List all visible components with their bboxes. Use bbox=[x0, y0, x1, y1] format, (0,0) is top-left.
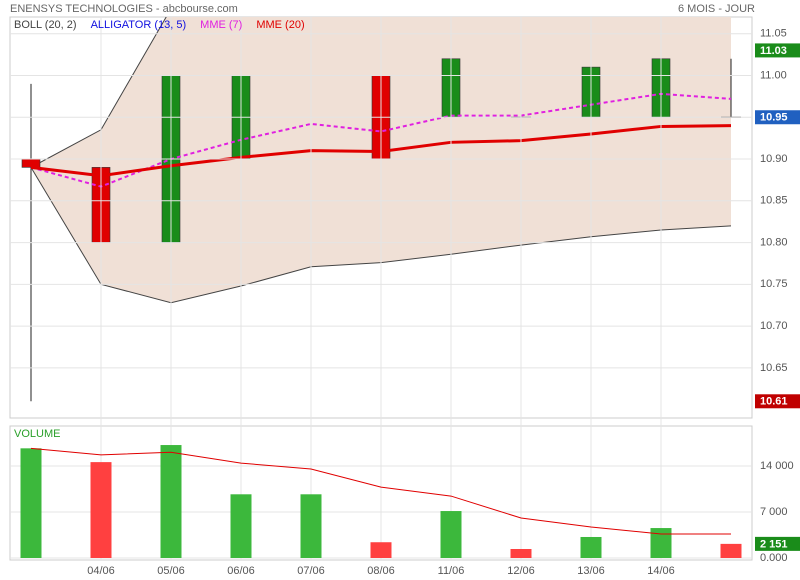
x-tick-label: 11/06 bbox=[438, 565, 465, 577]
y-tick-label: 11.00 bbox=[760, 69, 787, 81]
price-label: 11.03 bbox=[760, 45, 787, 57]
y-tick-label: 10.70 bbox=[760, 320, 788, 332]
last-volume-box bbox=[755, 536, 800, 551]
x-tick-label: 06/06 bbox=[227, 565, 255, 577]
price-label-box bbox=[755, 43, 800, 58]
bollinger-upper bbox=[30, 17, 167, 168]
y-tick-label: 10.80 bbox=[760, 236, 788, 248]
candle-body bbox=[21, 158, 41, 168]
legend-entry: MME (20) bbox=[256, 19, 304, 31]
volume-bar bbox=[90, 462, 112, 558]
volume-bar bbox=[370, 542, 392, 558]
volume-bar bbox=[440, 511, 462, 558]
last-volume-label: 2 151 bbox=[760, 538, 788, 550]
legend-entry: ALLIGATOR (13, 5) bbox=[91, 19, 187, 31]
volume-bar bbox=[720, 543, 742, 558]
volume-bar bbox=[300, 494, 322, 558]
price-label-box bbox=[755, 394, 800, 409]
x-tick-label: 12/06 bbox=[507, 565, 535, 577]
y-tick-label: 14 000 bbox=[760, 460, 794, 472]
x-tick-label: 04/06 bbox=[87, 565, 115, 577]
volume-bar bbox=[580, 536, 602, 558]
y-tick-label: 10.85 bbox=[760, 195, 788, 207]
y-tick-label: 11.05 bbox=[760, 28, 787, 40]
volume-bar bbox=[160, 445, 182, 558]
x-tick-label: 08/06 bbox=[367, 565, 395, 577]
y-tick-label: 0.000 bbox=[760, 552, 788, 564]
volume-bar bbox=[650, 528, 672, 558]
volume-bar bbox=[230, 494, 252, 558]
header-bar bbox=[0, 0, 800, 17]
y-tick-label: 10.75 bbox=[760, 278, 788, 290]
volume-bar bbox=[20, 448, 42, 558]
x-tick-label: 07/06 bbox=[297, 565, 325, 577]
volume-bar bbox=[510, 549, 532, 558]
price-label-box bbox=[755, 110, 800, 125]
legend-entry: MME (7) bbox=[200, 19, 242, 31]
x-tick-label: 05/06 bbox=[157, 565, 185, 577]
price-label: 10.61 bbox=[760, 396, 788, 408]
y-tick-label: 10.90 bbox=[760, 153, 788, 165]
x-tick-label: 14/06 bbox=[647, 565, 675, 577]
price-label: 10.95 bbox=[760, 112, 788, 124]
chart-subtitle: 6 MOIS - JOUR bbox=[678, 3, 755, 15]
panel-title: VOLUME bbox=[14, 428, 60, 440]
chart-title: ENENSYS TECHNOLOGIES - abcbourse.com bbox=[10, 3, 238, 15]
y-tick-label: 10.65 bbox=[760, 362, 788, 374]
volume-average bbox=[30, 447, 731, 535]
x-tick-label: 13/06 bbox=[577, 565, 605, 577]
legend-entry: BOLL (20, 2) bbox=[14, 19, 77, 31]
y-tick-label: 7 000 bbox=[760, 506, 788, 518]
